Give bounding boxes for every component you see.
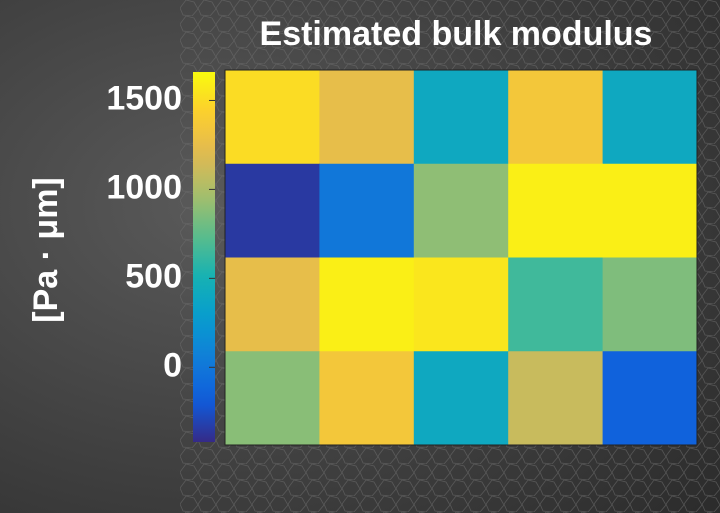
colorbar-tick-label: 0: [163, 346, 182, 384]
heatmap-cell: [602, 163, 698, 258]
heatmap-cell: [319, 257, 415, 352]
heatmap-cell: [319, 70, 415, 165]
colorbar-label: [Pa · μm]: [27, 177, 65, 322]
heatmap-cell: [225, 70, 320, 165]
colorbar-tick-label: 500: [125, 257, 182, 295]
heatmap-cell: [413, 163, 509, 258]
heatmap-cell: [225, 163, 320, 258]
colorbar-tick-label: 1500: [106, 79, 182, 117]
colorbar-tick-label: 1000: [106, 168, 182, 206]
heatmap-cell: [602, 351, 698, 446]
heatmap-cell: [508, 257, 604, 352]
heatmap-cell: [319, 163, 415, 258]
heatmap-cell: [413, 257, 509, 352]
heatmap-frame: [224, 69, 698, 446]
colorbar: [193, 72, 215, 442]
chart-title: Estimated bulk modulus: [260, 15, 653, 53]
heatmap-cell: [508, 163, 604, 258]
heatmap-cell: [413, 70, 509, 165]
heatmap-cell: [225, 257, 320, 352]
heatmap-cell: [225, 351, 320, 446]
heatmap-cell: [602, 257, 698, 352]
heatmap-cell: [508, 351, 604, 446]
heatmap-cell: [602, 70, 698, 165]
heatmap-cell: [413, 351, 509, 446]
heatmap-cell: [319, 351, 415, 446]
heatmap-cell: [508, 70, 604, 165]
